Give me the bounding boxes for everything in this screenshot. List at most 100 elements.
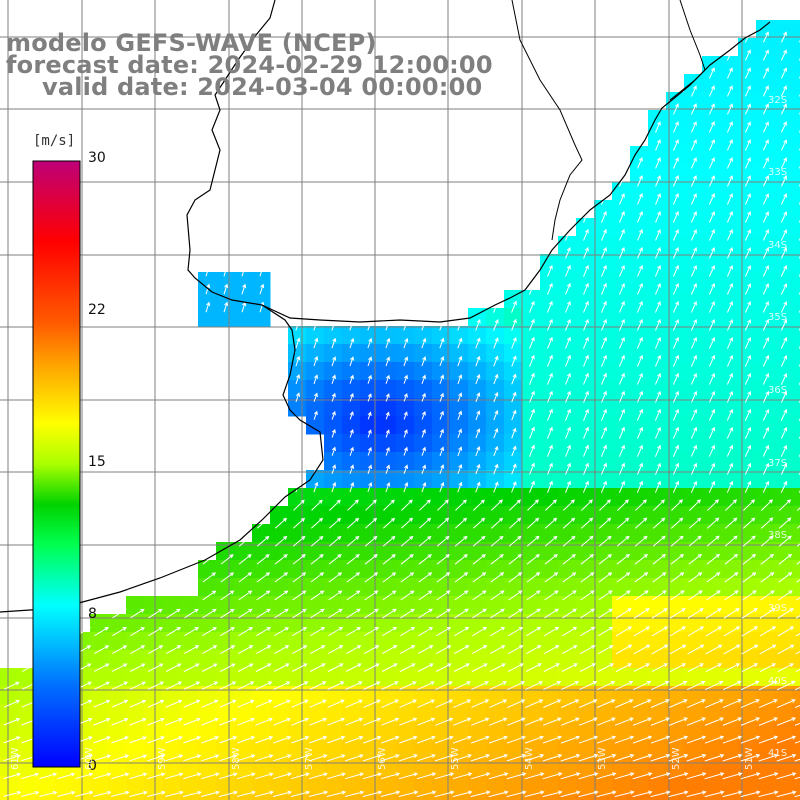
wind-arrow — [583, 462, 589, 475]
wind-cell — [90, 668, 109, 687]
wind-cell — [234, 704, 253, 723]
wind-arrow — [762, 480, 770, 493]
wind-cell — [180, 794, 199, 800]
wind-cell — [720, 596, 739, 615]
wind-cell — [90, 632, 109, 651]
wind-arrow — [435, 663, 452, 672]
wind-arrow — [760, 572, 775, 583]
wind-cell — [720, 416, 739, 435]
wind-arrow — [455, 499, 467, 511]
wind-arrow — [385, 482, 391, 493]
wind-arrow — [165, 736, 183, 744]
wind-cell — [792, 578, 800, 597]
wind-arrow — [565, 354, 571, 367]
wind-arrow — [686, 680, 706, 691]
wind-arrow — [529, 372, 535, 385]
wind-cell — [576, 236, 595, 255]
wind-arrow — [690, 282, 697, 295]
wind-arrow — [310, 645, 326, 655]
wind-cell — [486, 308, 505, 327]
wind-arrow — [637, 157, 643, 169]
wind-arrow — [544, 626, 560, 637]
uruguay-border — [511, 0, 583, 241]
wind-cell — [0, 668, 19, 687]
wind-arrow — [634, 590, 649, 601]
wind-cell — [396, 632, 415, 651]
wind-arrow — [364, 590, 379, 601]
wind-arrow — [615, 608, 632, 619]
wind-cell — [432, 542, 451, 561]
wind-cell — [576, 776, 595, 795]
wind-arrow — [547, 318, 553, 331]
wind-cell — [648, 452, 667, 471]
wind-arrow — [547, 444, 553, 457]
wind-cell — [666, 794, 685, 800]
wind-cell — [612, 704, 631, 723]
wind-cell — [234, 740, 253, 759]
wind-cell — [198, 632, 217, 651]
wind-cell — [522, 290, 541, 309]
wind-cell — [684, 146, 703, 165]
wind-arrow — [326, 772, 346, 780]
wind-arrow — [93, 772, 112, 780]
wind-cell — [522, 398, 541, 417]
wind-cell — [648, 524, 667, 543]
wind-cell — [684, 740, 703, 759]
wind-cell — [306, 686, 325, 705]
wind-arrow — [708, 282, 715, 295]
wind-arrow — [583, 408, 589, 421]
wind-cell — [792, 362, 800, 381]
wind-cell — [792, 740, 800, 759]
wind-cell — [594, 632, 613, 651]
wind-cell — [720, 434, 739, 453]
wind-arrow — [561, 681, 580, 691]
wind-cell — [162, 704, 181, 723]
wind-cell — [666, 164, 685, 183]
wind-cell — [756, 380, 775, 399]
wind-arrow — [688, 535, 702, 547]
wind-arrow — [637, 193, 643, 205]
wind-cell — [630, 470, 649, 489]
wind-arrow — [542, 790, 563, 798]
wind-arrow — [457, 374, 463, 385]
wind-cell — [756, 506, 775, 525]
wind-cell — [612, 542, 631, 561]
wind-cell — [450, 794, 469, 800]
wind-cell — [378, 794, 397, 800]
wind-cell — [756, 416, 775, 435]
wind-cell — [108, 650, 127, 669]
wind-arrow — [547, 300, 553, 313]
wind-cell — [252, 596, 271, 615]
wind-arrow — [417, 645, 434, 655]
wind-arrow — [417, 681, 435, 691]
wind-arrow — [780, 265, 787, 277]
wind-arrow — [579, 663, 596, 672]
wind-cell — [774, 254, 793, 273]
wind-cell — [288, 398, 307, 417]
wind-arrow — [726, 462, 734, 475]
wind-arrow — [690, 229, 697, 241]
wind-cell — [666, 452, 685, 471]
wind-cell — [450, 452, 469, 471]
wind-cell — [468, 668, 487, 687]
wind-cell — [522, 632, 541, 651]
wind-arrow — [705, 626, 723, 637]
wind-cell — [684, 236, 703, 255]
wind-cell — [216, 668, 235, 687]
wind-cell — [414, 542, 433, 561]
wind-arrow — [762, 265, 769, 277]
wind-arrow — [619, 193, 625, 205]
wind-cell — [522, 326, 541, 345]
wind-arrow — [367, 411, 372, 420]
wind-cell — [648, 308, 667, 327]
wind-cell — [684, 398, 703, 417]
wind-cell — [432, 632, 451, 651]
wind-arrow — [472, 517, 486, 529]
wind-cell — [630, 524, 649, 543]
wind-arrow — [313, 355, 319, 367]
wind-cell — [522, 668, 541, 687]
wind-cell — [540, 650, 559, 669]
wind-arrow — [237, 681, 255, 690]
wind-cell — [720, 650, 739, 669]
wind-arrow — [493, 355, 499, 367]
